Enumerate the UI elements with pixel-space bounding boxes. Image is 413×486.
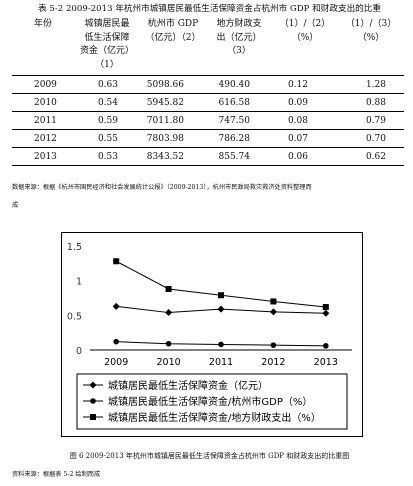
year-cell: 2009 <box>12 75 74 94</box>
x-tick-label: 2009 <box>104 357 128 368</box>
column-header-line: （%） <box>291 32 319 43</box>
data-point <box>113 258 120 265</box>
x-tick-label: 2011 <box>209 357 233 368</box>
legend-label: 城镇居民最低生活保障资金/地方财政支出（%） <box>108 411 321 424</box>
data-point <box>165 309 173 317</box>
column-header-line: （%） <box>357 32 385 43</box>
table-source-line1: 数据来源：根据《杭州市国民经济和社会发展统计公报》（2009-2013），杭州市… <box>12 184 312 191</box>
table-row: 2013 0.53 8343.52 855.74 0.06 0.62 <box>12 147 404 166</box>
data-point <box>217 305 225 313</box>
value-cell: 0.70 <box>338 129 404 148</box>
table-caption: 表 5-2 2009-2013 年杭州市城镇居民最低生活保障资金占杭州市 GDP… <box>38 4 381 14</box>
column-header-line: 杭州市 GDP <box>147 19 199 29</box>
column-header: （1）/（3） （%） <box>338 16 404 76</box>
series-line <box>115 260 326 308</box>
value-cell: 5098.66 <box>140 75 206 94</box>
x-tick-label: 2012 <box>261 357 285 368</box>
column-header-line: 城镇居民最 <box>84 19 130 29</box>
value-cell: 7803.98 <box>140 129 206 148</box>
legend-label: 城镇居民最低生活保障资金/杭州市GDP（%） <box>108 395 312 408</box>
y-tick-label: 0 <box>76 346 82 357</box>
data-point <box>218 292 224 299</box>
data-point <box>113 338 119 345</box>
table-row: 2010 0.54 5945.82 616.58 0.09 0.88 <box>12 93 404 112</box>
value-cell: 855.74 <box>206 147 272 166</box>
column-header-line: 出（亿元） <box>216 32 262 43</box>
legend-box <box>76 373 348 430</box>
year-cell: 2012 <box>12 129 74 148</box>
column-header-line: 地方财政支 <box>216 19 262 29</box>
legend-marker <box>90 414 96 420</box>
value-cell: 0.08 <box>272 111 338 130</box>
value-cell: 0.55 <box>74 129 140 148</box>
table-source-line2: 成 <box>12 202 19 209</box>
value-cell: 747.50 <box>206 111 272 130</box>
data-point <box>165 340 172 347</box>
value-cell: 0.53 <box>74 147 140 166</box>
year-cell: 2011 <box>12 111 74 130</box>
x-tick-label: 2010 <box>157 357 181 368</box>
data-point <box>112 302 120 310</box>
value-cell: 0.88 <box>338 93 404 112</box>
figure-caption: 图 6 2009-2013 年杭州市城镇居民最低生活保障资金占杭州市 GDP 和… <box>69 452 350 460</box>
y-tick-label: 1.5 <box>67 242 82 253</box>
column-header-line: （亿元）（2） <box>145 32 201 43</box>
year-cell: 2010 <box>12 93 74 112</box>
value-cell: 0.62 <box>338 147 404 166</box>
column-header: （1）/（2） （%） <box>272 16 338 76</box>
value-cell: 0.06 <box>272 147 338 166</box>
year-cell: 2013 <box>12 147 74 166</box>
column-header-line: （1）/（2） <box>279 19 331 29</box>
value-cell: 490.40 <box>206 75 272 94</box>
column-header-line: （1） <box>95 59 119 70</box>
value-cell: 0.59 <box>74 111 140 130</box>
data-point <box>218 341 224 348</box>
legend-marker <box>90 398 96 404</box>
line-chart: 0 0.5 1 1.5 2009 2010 2011 2012 2013 城镇居民最低生活保障资金… <box>61 232 363 437</box>
value-cell: 7011.80 <box>140 111 206 130</box>
column-header-line: （3） <box>227 46 251 56</box>
figure-source: 资料来源：根据表 5-2 绘制而成 <box>12 471 101 478</box>
column-header: 城镇居民最低生活保障资金（亿元） （1） <box>74 16 140 76</box>
table-row: 2009 0.63 5098.66 490.40 0.12 1.28 <box>12 75 404 94</box>
line-chart-svg: 0 0.5 1 1.5 2009 2010 2011 2012 2013 城镇居民最低生活保障资金… <box>67 242 352 430</box>
data-point <box>322 304 329 311</box>
data-point <box>270 342 277 348</box>
x-tick-label: 2013 <box>314 357 338 368</box>
column-header-line: 年份 <box>33 19 52 29</box>
data-point <box>323 343 329 349</box>
column-header: 杭州市 GDP （亿元）（2） <box>140 16 206 76</box>
data-point <box>165 285 172 292</box>
data-point <box>269 308 277 316</box>
value-cell: 8343.52 <box>140 147 206 166</box>
table-header-row: 年份 城镇居民最低生活保障资金（亿元） （1） 杭州市 GDP （亿元）（2） 地方财政支… <box>12 16 404 76</box>
value-cell: 5945.82 <box>140 93 206 112</box>
data-point <box>322 309 330 317</box>
column-header: 地方财政支出（亿元） （3） <box>206 16 272 76</box>
value-cell: 1.28 <box>338 75 404 94</box>
legend-marker <box>89 381 97 389</box>
y-tick-label: 0.5 <box>67 311 82 322</box>
table-row: 2011 0.59 7011.80 747.50 0.08 0.79 <box>12 111 404 130</box>
value-cell: 616.58 <box>206 93 272 112</box>
value-cell: 0.63 <box>74 75 140 94</box>
data-point <box>270 298 277 305</box>
value-cell: 0.79 <box>338 111 404 130</box>
value-cell: 0.12 <box>272 75 338 94</box>
y-tick-label: 1 <box>76 277 82 288</box>
column-header: 年份 <box>12 16 74 76</box>
legend-label: 城镇居民最低生活保障资金（亿元） <box>108 379 268 392</box>
value-cell: 0.09 <box>272 93 338 112</box>
value-cell: 0.07 <box>272 129 338 148</box>
value-cell: 0.54 <box>74 93 140 112</box>
table-row: 2012 0.55 7803.98 786.28 0.07 0.70 <box>12 129 404 148</box>
data-table: 年份 城镇居民最低生活保障资金（亿元） （1） 杭州市 GDP （亿元）（2） 地方财政支… <box>12 16 404 166</box>
column-header-line: 低生活保障 <box>84 32 130 43</box>
table-source: 数据来源：根据《杭州市国民经济和社会发展统计公报》（2009-2013），杭州市… <box>12 182 407 212</box>
column-header-line: 资金（亿元） <box>79 46 134 56</box>
value-cell: 786.28 <box>206 129 272 148</box>
column-header-line: （1）/（3） <box>345 19 397 29</box>
